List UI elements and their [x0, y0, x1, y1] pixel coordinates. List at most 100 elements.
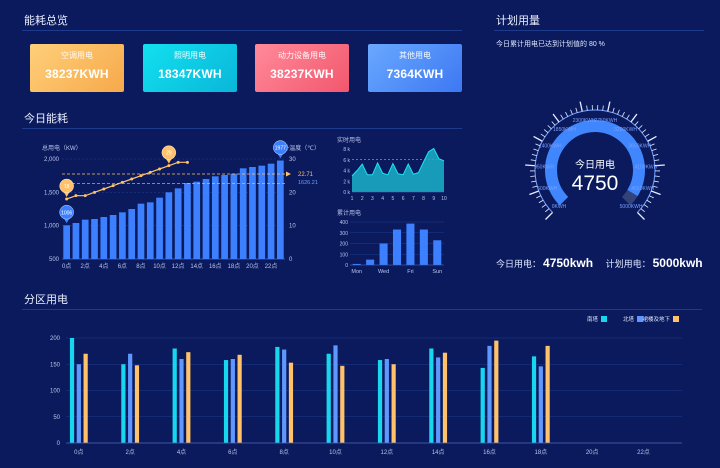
zone-legend-label: 南塔 — [587, 315, 599, 323]
gauge-tick — [653, 180, 659, 183]
zone-bar — [275, 346, 280, 443]
today-ytick-right: 10 — [289, 224, 296, 230]
today-annotation: 1626.21 — [298, 180, 318, 186]
marker-label: 29 — [166, 151, 172, 157]
zone-legend-swatch — [637, 316, 643, 322]
card-other-value: 7364KWH — [386, 67, 444, 81]
gauge-tick — [643, 204, 649, 208]
realtime-xtick: 3 — [371, 196, 374, 202]
gauge-tick-label: 1850KWH — [553, 127, 576, 133]
cumulative-xtick: Mon — [351, 269, 362, 275]
gauge-tick — [533, 148, 539, 152]
cumulative-bar — [433, 240, 442, 265]
today-bar — [156, 197, 163, 259]
today-ref-arrow — [286, 171, 291, 177]
today-bar — [137, 203, 145, 259]
gauge-tick — [565, 111, 569, 117]
gauge-tick — [652, 185, 658, 188]
today-bar — [146, 202, 154, 259]
gauge-tick — [570, 109, 573, 115]
gauge-tick-label: 5000KWH — [620, 204, 643, 210]
today-xtick: 0点 — [62, 262, 71, 270]
gauge-tick — [575, 107, 578, 113]
temperature-point — [158, 167, 162, 171]
today-bar — [100, 217, 108, 259]
today-xtick: 18点 — [228, 262, 241, 270]
card-power-equipment-value: 38237KWH — [270, 67, 334, 81]
today-bar — [72, 223, 80, 259]
zone-bar — [179, 359, 184, 443]
gauge-tick — [640, 208, 645, 213]
today-ytick-left: 1,000 — [44, 224, 60, 230]
zone-bar — [377, 360, 383, 443]
card-aircon-value: 38237KWH — [45, 67, 109, 81]
gauge-tick — [543, 129, 549, 133]
realtime-xtick: 8 — [422, 196, 425, 202]
card-lighting[interactable]: 照明用电 18347KWH — [143, 44, 237, 92]
today-bar — [211, 176, 219, 259]
gauge-tick — [646, 199, 652, 204]
zone-xtick: 6点 — [228, 448, 237, 456]
today-energy-chart: 总用电（KW） 室外温度（℃） 500 1,000 1,500 2,000 0 10 20 3… — [42, 140, 320, 270]
card-other[interactable]: 其他用电 7364KWH — [368, 44, 462, 92]
gauge-tick — [541, 204, 547, 208]
card-lighting-label: 照明用电 — [174, 51, 206, 60]
today-bar — [267, 163, 275, 259]
zone-bar — [436, 357, 441, 443]
today-xtick: 14点 — [190, 262, 203, 270]
zone-ytick: 150 — [50, 362, 61, 368]
zone-bar — [69, 338, 75, 443]
zone-ytick: 50 — [53, 415, 60, 421]
temperature-point — [93, 190, 97, 194]
marker-label: 1006 — [61, 210, 72, 216]
today-divider — [22, 128, 462, 129]
today-xtick: 10点 — [153, 262, 166, 270]
temperature-point — [185, 160, 189, 164]
plan-usage-label: 计划用电： — [605, 259, 651, 269]
zone-bar — [333, 345, 338, 443]
cumulative-ytick: 0 — [345, 263, 348, 269]
today-ytick-right: 30 — [289, 157, 296, 163]
cumulative-xtick: Wed — [378, 269, 389, 275]
zone-title: 分区用电 — [24, 294, 68, 306]
zone-xtick: 22点 — [637, 448, 650, 456]
card-power-equipment[interactable]: 动力设备用电 38237KWH — [255, 44, 349, 92]
zone-bar — [494, 340, 499, 443]
today-bar — [63, 225, 70, 259]
today-ytick-left: 2,000 — [44, 157, 60, 163]
gauge-tick — [560, 114, 564, 120]
gauge-tick — [634, 121, 639, 126]
zone-xtick: 10点 — [329, 448, 342, 456]
zone-legend-label: 裙楼及地下 — [642, 315, 670, 323]
gauge-outer-arc — [534, 109, 656, 213]
today-usage-value: 4750kwh — [543, 256, 594, 270]
gauge-tick — [649, 195, 654, 199]
card-aircon[interactable]: 空调用电 38237KWH — [30, 44, 124, 92]
marker-pin — [59, 178, 74, 194]
gauge-tick-label: 4100KWH — [634, 164, 657, 170]
gauge-tick — [530, 159, 536, 162]
plan-description: 今日累计用电已达到计划值的 80 % — [496, 41, 605, 48]
gauge-tick — [638, 125, 643, 130]
zone-legend-swatch — [601, 316, 607, 322]
today-bar — [119, 212, 126, 259]
realtime-xtick: 1 — [351, 196, 354, 202]
gauge-progress — [545, 120, 645, 206]
today-bar — [239, 168, 247, 259]
today-ytick-right: 20 — [289, 190, 296, 196]
zone-xtick: 16点 — [483, 448, 496, 456]
today-xtick: 4点 — [99, 262, 108, 270]
today-xtick: 12点 — [172, 262, 185, 270]
gauge-tick — [525, 164, 536, 167]
cumulative-xtick: Sun — [432, 269, 442, 275]
zone-bar — [172, 348, 177, 443]
zone-xtick: 4点 — [177, 448, 186, 456]
zone-bar — [391, 364, 396, 443]
today-ylabel-left: 总用电（KW） — [42, 144, 82, 152]
gauge-tick-label: 3200KWH — [614, 127, 637, 133]
gauge-tick — [626, 114, 630, 120]
gauge-tick — [641, 129, 647, 133]
today-xtick: 2点 — [81, 262, 90, 270]
zone-xtick: 14点 — [432, 448, 445, 456]
zone-bar — [76, 364, 81, 443]
